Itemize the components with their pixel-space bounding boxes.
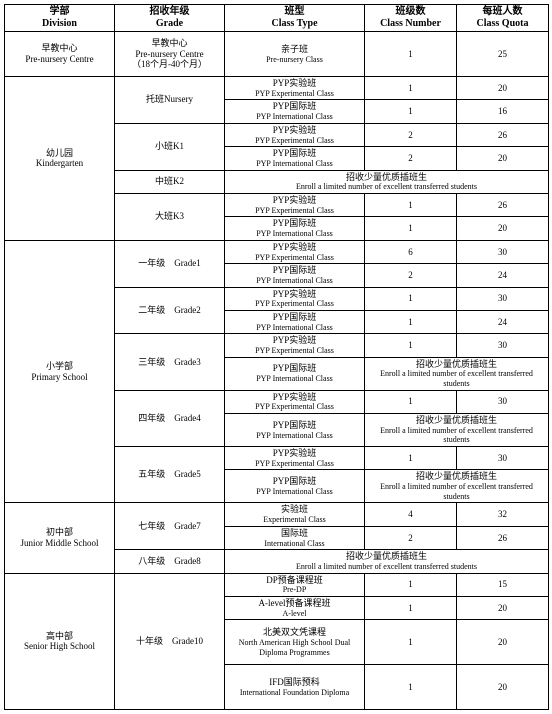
num: 2 [365,123,457,146]
num: 1 [365,573,457,596]
num: 4 [365,503,457,526]
note: 招收少量优质插班生Enroll a limited number of exce… [365,357,549,390]
quota: 20 [457,596,549,619]
hdr-division: 学部Division [5,5,115,32]
quota: 24 [457,264,549,287]
table-row: 早教中心Pre-nursery Centre 早教中心Pre-nursery C… [5,32,549,77]
num: 1 [365,100,457,123]
grade-g3: 三年级 Grade3 [115,334,225,390]
quota: 26 [457,193,549,216]
type: PYP国际班PYP International Class [225,357,365,390]
grade-k3: 大班K3 [115,193,225,240]
grade-nursery: 托班Nursery [115,77,225,124]
quota: 26 [457,123,549,146]
division-kg: 幼儿园Kindergarten [5,77,115,241]
hdr-type: 班型Class Type [225,5,365,32]
quota: 20 [457,217,549,240]
num: 1 [365,447,457,470]
type: PYP实验班PYP Experimental Class [225,334,365,357]
num: 2 [365,264,457,287]
type: A-level预备课程班A-level [225,596,365,619]
type: PYP国际班PYP International Class [225,414,365,447]
num: 1 [365,287,457,310]
num: 2 [365,147,457,170]
num: 1 [365,193,457,216]
header-row: 学部Division 招收年级Grade 班型Class Type 班级数Cla… [5,5,549,32]
table-row: 高中部Senior High School 十年级 Grade10 DP预备课程… [5,573,549,596]
type: PYP实验班PYP Experimental Class [225,390,365,413]
hdr-quota: 每班人数Class Quota [457,5,549,32]
type: IFD国际预科International Foundation Diploma [225,665,365,710]
type: 北美双文凭课程North American High School Dual D… [225,620,365,665]
type: PYP实验班PYP Experimental Class [225,287,365,310]
type: DP预备课程班Pre-DP [225,573,365,596]
division-ps: 小学部Primary School [5,240,115,503]
type: 国际班International Class [225,526,365,549]
num: 1 [365,217,457,240]
num: 1 [365,334,457,357]
quota: 24 [457,310,549,333]
note: 招收少量优质插班生Enroll a limited number of exce… [365,414,549,447]
quota: 20 [457,620,549,665]
type: PYP实验班PYP Experimental Class [225,240,365,263]
quota: 30 [457,334,549,357]
num: 1 [365,665,457,710]
hdr-num: 班级数Class Number [365,5,457,32]
num: 2 [365,526,457,549]
table-row: 初中部Junior Middle School 七年级 Grade7 实验班Ex… [5,503,549,526]
type: PYP国际班PYP International Class [225,310,365,333]
grade-g2: 二年级 Grade2 [115,287,225,334]
enrollment-table: 学部Division 招收年级Grade 班型Class Type 班级数Cla… [4,4,549,710]
grade-g4: 四年级 Grade4 [115,390,225,446]
grade-g1: 一年级 Grade1 [115,240,225,287]
table-row: 小学部Primary School 一年级 Grade1 PYP实验班PYP E… [5,240,549,263]
type: PYP实验班PYP Experimental Class [225,447,365,470]
num: 6 [365,240,457,263]
quota: 30 [457,240,549,263]
quota: 20 [457,147,549,170]
type: PYP国际班PYP International Class [225,470,365,503]
quota: 26 [457,526,549,549]
type: PYP国际班PYP International Class [225,264,365,287]
quota: 15 [457,573,549,596]
grade-g10: 十年级 Grade10 [115,573,225,710]
type-pre: 亲子班Pre-nursery Class [225,32,365,77]
num: 1 [365,77,457,100]
quota: 32 [457,503,549,526]
quota: 30 [457,287,549,310]
type: PYP实验班PYP Experimental Class [225,193,365,216]
type: PYP国际班PYP International Class [225,217,365,240]
grade-k1: 小班K1 [115,123,225,170]
grade-pre: 早教中心Pre-nursery Centre（18个月-40个月） [115,32,225,77]
type: PYP实验班PYP Experimental Class [225,123,365,146]
quota: 30 [457,390,549,413]
num: 1 [365,310,457,333]
hdr-grade: 招收年级Grade [115,5,225,32]
grade-g8: 八年级 Grade8 [115,550,225,573]
type: PYP实验班PYP Experimental Class [225,77,365,100]
quota: 16 [457,100,549,123]
quota: 30 [457,447,549,470]
type: 实验班Experimental Class [225,503,365,526]
quota: 20 [457,665,549,710]
grade-g5: 五年级 Grade5 [115,447,225,503]
table-row: 幼儿园Kindergarten 托班Nursery PYP实验班PYP Expe… [5,77,549,100]
quota: 25 [457,32,549,77]
grade-k2: 中班K2 [115,170,225,193]
num: 1 [365,32,457,77]
division-shs: 高中部Senior High School [5,573,115,710]
quota: 20 [457,77,549,100]
note: 招收少量优质插班生Enroll a limited number of exce… [365,470,549,503]
num: 1 [365,596,457,619]
num: 1 [365,390,457,413]
division-pre: 早教中心Pre-nursery Centre [5,32,115,77]
type: PYP国际班PYP International Class [225,100,365,123]
grade-g7: 七年级 Grade7 [115,503,225,550]
num: 1 [365,620,457,665]
note: 招收少量优质插班生Enroll a limited number of exce… [225,170,549,193]
type: PYP国际班PYP International Class [225,147,365,170]
division-jms: 初中部Junior Middle School [5,503,115,573]
note: 招收少量优质插班生Enroll a limited number of exce… [225,550,549,573]
